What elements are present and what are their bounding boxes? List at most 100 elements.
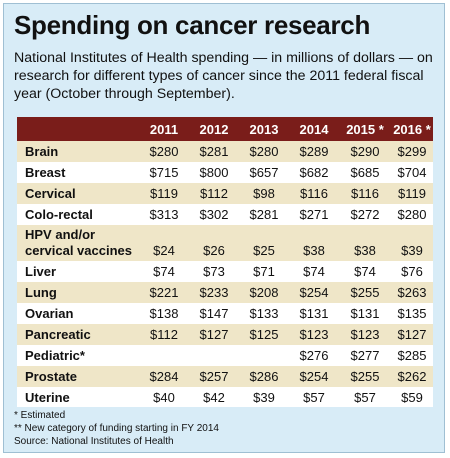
data-cell: $76 bbox=[401, 264, 423, 279]
data-cell: $39 bbox=[401, 243, 423, 258]
data-cell: $112 bbox=[150, 327, 178, 342]
data-cell: $57 bbox=[354, 390, 376, 405]
column-header: 2016 * bbox=[393, 122, 432, 137]
data-cell: $74 bbox=[354, 264, 376, 279]
table-row bbox=[17, 345, 433, 366]
data-cell: $57 bbox=[303, 390, 325, 405]
data-cell: $123 bbox=[300, 327, 329, 342]
table-row bbox=[17, 282, 433, 303]
data-cell: $276 bbox=[300, 348, 329, 363]
data-cell: $98 bbox=[253, 186, 275, 201]
table-row bbox=[17, 261, 433, 282]
data-cell: $254 bbox=[300, 285, 329, 300]
data-cell: $284 bbox=[150, 369, 179, 384]
row-label: Ovarian bbox=[25, 306, 73, 321]
data-cell: $127 bbox=[200, 327, 229, 342]
column-header: 2015 * bbox=[346, 122, 385, 137]
data-cell: $682 bbox=[300, 165, 329, 180]
data-cell: $255 bbox=[351, 285, 380, 300]
column-header: 2014 bbox=[300, 122, 330, 137]
data-cell: $286 bbox=[250, 369, 279, 384]
data-cell: $138 bbox=[150, 306, 179, 321]
graphic-panel: Spending on cancer research National Ins… bbox=[3, 3, 445, 453]
row-label: Pediatric* bbox=[25, 348, 86, 363]
data-cell: $715 bbox=[150, 165, 179, 180]
data-cell: $272 bbox=[351, 207, 380, 222]
row-label: Colo-rectal bbox=[25, 207, 93, 222]
column-header: 2012 bbox=[200, 122, 229, 137]
data-cell: $74 bbox=[303, 264, 325, 279]
data-cell: $74 bbox=[153, 264, 175, 279]
data-cell: $257 bbox=[200, 369, 229, 384]
row-label: cervical vaccines bbox=[25, 243, 132, 258]
table-row bbox=[17, 204, 433, 225]
data-cell: $38 bbox=[354, 243, 376, 258]
data-cell: $233 bbox=[200, 285, 229, 300]
data-cell: $290 bbox=[351, 144, 380, 159]
data-cell: $280 bbox=[150, 144, 179, 159]
data-cell: $71 bbox=[253, 264, 275, 279]
row-label: Cervical bbox=[25, 186, 76, 201]
table-row bbox=[17, 324, 433, 345]
column-header: 2013 bbox=[250, 122, 279, 137]
data-cell: $263 bbox=[398, 285, 427, 300]
data-cell: $125 bbox=[250, 327, 279, 342]
data-cell: $271 bbox=[300, 207, 329, 222]
row-label: Lung bbox=[25, 285, 57, 300]
data-cell: $127 bbox=[398, 327, 427, 342]
row-label: Uterine bbox=[25, 390, 70, 405]
data-cell: $221 bbox=[150, 285, 179, 300]
data-cell: $262 bbox=[398, 369, 427, 384]
row-label: Liver bbox=[25, 264, 56, 279]
data-cell: $299 bbox=[398, 144, 427, 159]
data-cell: $255 bbox=[351, 369, 380, 384]
data-cell: $133 bbox=[250, 306, 279, 321]
row-label: HPV and/or bbox=[25, 227, 95, 242]
row-label: Brain bbox=[25, 144, 58, 159]
data-cell: $685 bbox=[351, 165, 380, 180]
data-cell: $289 bbox=[300, 144, 329, 159]
footnote-estimated: * Estimated bbox=[14, 410, 66, 421]
table-row bbox=[17, 141, 433, 162]
data-cell: $123 bbox=[351, 327, 380, 342]
data-cell: $73 bbox=[203, 264, 225, 279]
data-cell: $42 bbox=[203, 390, 225, 405]
table-row bbox=[17, 387, 433, 407]
data-cell: $800 bbox=[200, 165, 229, 180]
data-cell: $38 bbox=[303, 243, 325, 258]
data-cell: $39 bbox=[253, 390, 275, 405]
data-cell: $147 bbox=[200, 306, 229, 321]
data-cell: $131 bbox=[300, 306, 329, 321]
data-cell: $280 bbox=[398, 207, 427, 222]
data-cell: $277 bbox=[351, 348, 380, 363]
data-cell: $59 bbox=[401, 390, 423, 405]
chart-title: Spending on cancer research bbox=[14, 10, 371, 40]
data-cell: $657 bbox=[250, 165, 279, 180]
table-row bbox=[17, 162, 433, 183]
row-label: Prostate bbox=[25, 369, 77, 384]
data-cell: $281 bbox=[250, 207, 279, 222]
data-cell: $119 bbox=[398, 186, 426, 201]
chart-subtitle: National Institutes of Health spending —… bbox=[14, 50, 433, 102]
data-cell: $254 bbox=[300, 369, 329, 384]
row-label: Breast bbox=[25, 165, 66, 180]
footnote-new-category: ** New category of funding starting in F… bbox=[14, 423, 219, 434]
source-note: Source: National Institutes of Health bbox=[14, 436, 174, 447]
data-cell: $281 bbox=[200, 144, 229, 159]
data-cell: $313 bbox=[150, 207, 179, 222]
data-cell: $280 bbox=[250, 144, 279, 159]
data-cell: $704 bbox=[398, 165, 427, 180]
data-cell: $131 bbox=[351, 306, 380, 321]
data-cell: $40 bbox=[153, 390, 175, 405]
footnotes: * Estimated ** New category of funding s… bbox=[14, 409, 219, 448]
table-row bbox=[17, 366, 433, 387]
data-cell: $112 bbox=[200, 186, 228, 201]
column-header: 2011 bbox=[150, 122, 178, 137]
data-cell: $116 bbox=[300, 186, 328, 201]
data-cell: $26 bbox=[203, 243, 225, 258]
data-cell: $135 bbox=[398, 306, 427, 321]
data-cell: $119 bbox=[150, 186, 178, 201]
row-label: Pancreatic bbox=[25, 327, 91, 342]
data-cell: $208 bbox=[250, 285, 279, 300]
data-cell: $116 bbox=[351, 186, 379, 201]
